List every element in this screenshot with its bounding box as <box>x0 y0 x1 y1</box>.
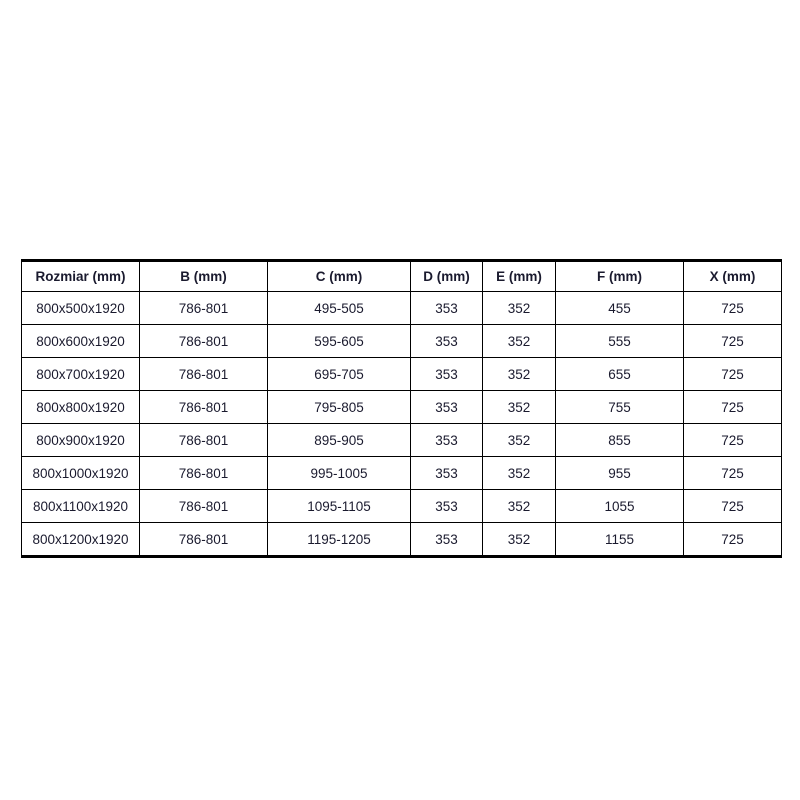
cell-c: 1195-1205 <box>267 522 411 558</box>
cell-f: 1055 <box>555 489 684 523</box>
cell-d: 353 <box>410 357 483 391</box>
cell-rozmiar: 800x1100x1920 <box>21 489 140 523</box>
table-row: 800x1200x1920 786-801 1195-1205 353 352 … <box>21 522 782 558</box>
cell-b: 786-801 <box>139 357 268 391</box>
table-header: Rozmiar (mm) B (mm) C (mm) D (mm) E (mm)… <box>21 259 782 292</box>
specification-table-container: Rozmiar (mm) B (mm) C (mm) D (mm) E (mm)… <box>21 259 782 558</box>
cell-c: 895-905 <box>267 423 411 457</box>
table-body: 800x500x1920 786-801 495-505 353 352 455… <box>21 291 782 558</box>
cell-f: 855 <box>555 423 684 457</box>
cell-d: 353 <box>410 423 483 457</box>
cell-c: 595-605 <box>267 324 411 358</box>
column-header-f: F (mm) <box>555 259 684 292</box>
cell-e: 352 <box>482 522 556 558</box>
cell-rozmiar: 800x600x1920 <box>21 324 140 358</box>
cell-rozmiar: 800x1000x1920 <box>21 456 140 490</box>
cell-b: 786-801 <box>139 522 268 558</box>
table-header-row: Rozmiar (mm) B (mm) C (mm) D (mm) E (mm)… <box>21 259 782 292</box>
cell-d: 353 <box>410 291 483 325</box>
cell-b: 786-801 <box>139 390 268 424</box>
column-header-b: B (mm) <box>139 259 268 292</box>
cell-rozmiar: 800x900x1920 <box>21 423 140 457</box>
specification-table: Rozmiar (mm) B (mm) C (mm) D (mm) E (mm)… <box>21 259 782 558</box>
table-row: 800x600x1920 786-801 595-605 353 352 555… <box>21 324 782 358</box>
cell-x: 725 <box>683 324 782 358</box>
cell-e: 352 <box>482 423 556 457</box>
cell-b: 786-801 <box>139 291 268 325</box>
cell-e: 352 <box>482 390 556 424</box>
cell-f: 655 <box>555 357 684 391</box>
column-header-d: D (mm) <box>410 259 483 292</box>
table-row: 800x900x1920 786-801 895-905 353 352 855… <box>21 423 782 457</box>
cell-c: 795-805 <box>267 390 411 424</box>
cell-e: 352 <box>482 357 556 391</box>
table-row: 800x500x1920 786-801 495-505 353 352 455… <box>21 291 782 325</box>
cell-b: 786-801 <box>139 489 268 523</box>
cell-d: 353 <box>410 522 483 558</box>
cell-c: 695-705 <box>267 357 411 391</box>
table-row: 800x1100x1920 786-801 1095-1105 353 352 … <box>21 489 782 523</box>
column-header-x: X (mm) <box>683 259 782 292</box>
cell-b: 786-801 <box>139 423 268 457</box>
cell-e: 352 <box>482 456 556 490</box>
cell-rozmiar: 800x1200x1920 <box>21 522 140 558</box>
table-row: 800x800x1920 786-801 795-805 353 352 755… <box>21 390 782 424</box>
cell-d: 353 <box>410 489 483 523</box>
table-row: 800x700x1920 786-801 695-705 353 352 655… <box>21 357 782 391</box>
cell-f: 1155 <box>555 522 684 558</box>
cell-x: 725 <box>683 489 782 523</box>
cell-x: 725 <box>683 522 782 558</box>
cell-f: 955 <box>555 456 684 490</box>
cell-rozmiar: 800x500x1920 <box>21 291 140 325</box>
cell-x: 725 <box>683 357 782 391</box>
cell-b: 786-801 <box>139 456 268 490</box>
cell-b: 786-801 <box>139 324 268 358</box>
cell-c: 995-1005 <box>267 456 411 490</box>
cell-c: 495-505 <box>267 291 411 325</box>
cell-x: 725 <box>683 291 782 325</box>
cell-x: 725 <box>683 456 782 490</box>
column-header-rozmiar: Rozmiar (mm) <box>21 259 140 292</box>
cell-d: 353 <box>410 324 483 358</box>
cell-x: 725 <box>683 390 782 424</box>
cell-e: 352 <box>482 291 556 325</box>
cell-rozmiar: 800x800x1920 <box>21 390 140 424</box>
cell-f: 755 <box>555 390 684 424</box>
cell-x: 725 <box>683 423 782 457</box>
column-header-c: C (mm) <box>267 259 411 292</box>
cell-d: 353 <box>410 390 483 424</box>
cell-rozmiar: 800x700x1920 <box>21 357 140 391</box>
column-header-e: E (mm) <box>482 259 556 292</box>
cell-f: 455 <box>555 291 684 325</box>
table-row: 800x1000x1920 786-801 995-1005 353 352 9… <box>21 456 782 490</box>
cell-e: 352 <box>482 489 556 523</box>
cell-d: 353 <box>410 456 483 490</box>
cell-c: 1095-1105 <box>267 489 411 523</box>
cell-e: 352 <box>482 324 556 358</box>
cell-f: 555 <box>555 324 684 358</box>
